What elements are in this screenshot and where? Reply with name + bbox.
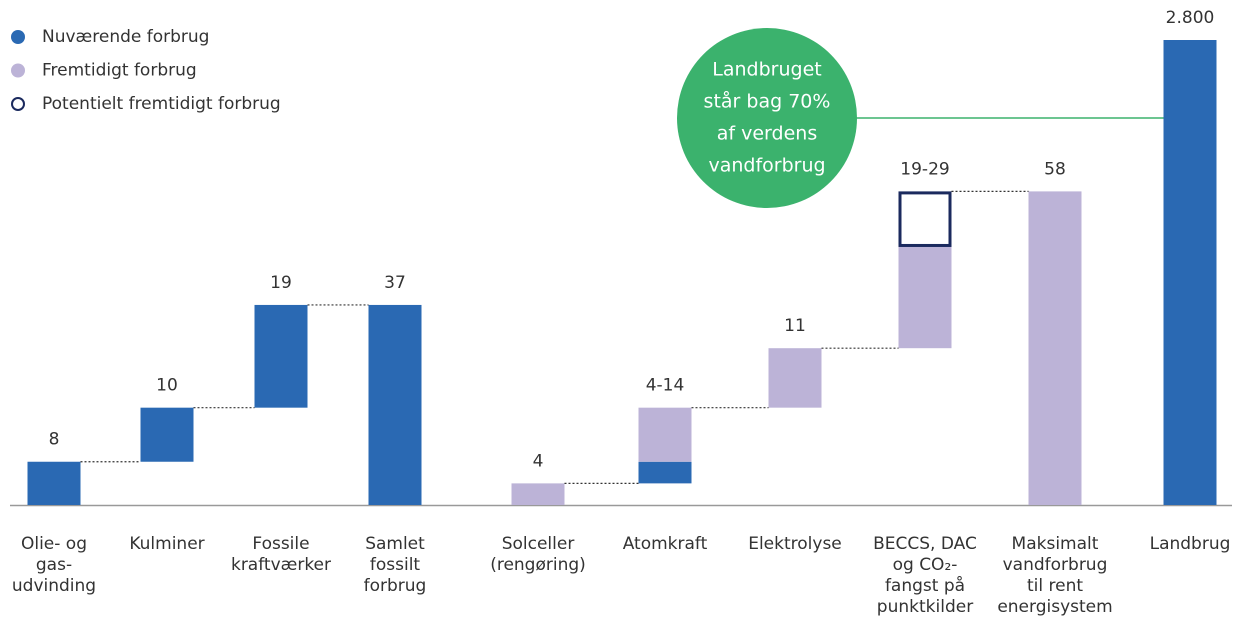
value-label: 2.800 <box>1166 8 1215 28</box>
legend-label: Potentielt fremtidigt forbrug <box>42 94 281 114</box>
x-tick-label: og CO₂- <box>893 555 958 575</box>
legend-label: Nuværende forbrug <box>42 27 209 47</box>
x-tick-label: udvinding <box>12 576 96 596</box>
x-tick-label: (rengøring) <box>490 555 586 575</box>
value-label: 19 <box>270 273 292 293</box>
bar-segment <box>1028 191 1082 505</box>
x-tick-label: Samlet <box>365 534 425 554</box>
x-tick-label: kraftværker <box>231 555 331 575</box>
x-tick-label: forbrug <box>364 576 427 596</box>
legend-label: Fremtidigt forbrug <box>42 61 197 81</box>
x-tick-label: Landbrug <box>1150 534 1231 554</box>
bar-segment <box>511 483 565 505</box>
bar-segment <box>638 407 692 462</box>
x-tick-label: vandforbrug <box>1003 555 1108 575</box>
bar-segment <box>898 245 952 349</box>
bar-segment <box>140 407 194 462</box>
x-tick-label: fangst på <box>885 575 965 596</box>
legend-marker <box>11 97 25 111</box>
x-tick-label: fossilt <box>370 555 421 575</box>
bar-segment <box>1163 40 1217 505</box>
x-tick-label: Kulminer <box>129 534 204 554</box>
value-label: 11 <box>784 316 806 336</box>
bar-segment <box>368 304 422 505</box>
x-tick-label: BECCS, DAC <box>873 534 977 554</box>
legend-marker <box>11 30 25 44</box>
x-tick-label: gas- <box>36 555 72 575</box>
annotation-text: af verdens <box>717 123 817 145</box>
x-tick-label: Atomkraft <box>623 534 708 554</box>
annotation-text: vandforbrug <box>708 155 825 177</box>
annotation-text: står bag 70% <box>704 90 831 113</box>
value-label: 8 <box>49 430 60 450</box>
bar-segment <box>898 191 952 247</box>
bar-segment <box>638 461 692 484</box>
x-tick-label: til rent <box>1027 576 1083 596</box>
x-tick-label: Elektrolyse <box>748 534 842 554</box>
value-label: 4-14 <box>646 376 685 396</box>
annotation-circle <box>677 28 857 208</box>
value-label: 19-29 <box>900 159 949 179</box>
value-label: 58 <box>1044 159 1066 179</box>
x-tick-label: Olie- og <box>21 534 87 554</box>
annotation-text: Landbruget <box>712 59 821 81</box>
x-tick-label: Fossile <box>252 534 309 554</box>
bar-segment <box>768 348 822 408</box>
bar-segment <box>27 461 81 505</box>
value-label: 10 <box>156 376 178 396</box>
legend-marker <box>11 63 25 78</box>
x-tick-label: Solceller <box>502 534 575 554</box>
x-tick-label: energisystem <box>997 597 1112 617</box>
x-tick-label: Maksimalt <box>1012 534 1099 554</box>
value-label: 37 <box>384 273 406 293</box>
value-label: 4 <box>533 451 544 471</box>
bar-segment <box>254 304 308 408</box>
x-tick-label: punktkilder <box>877 597 973 617</box>
